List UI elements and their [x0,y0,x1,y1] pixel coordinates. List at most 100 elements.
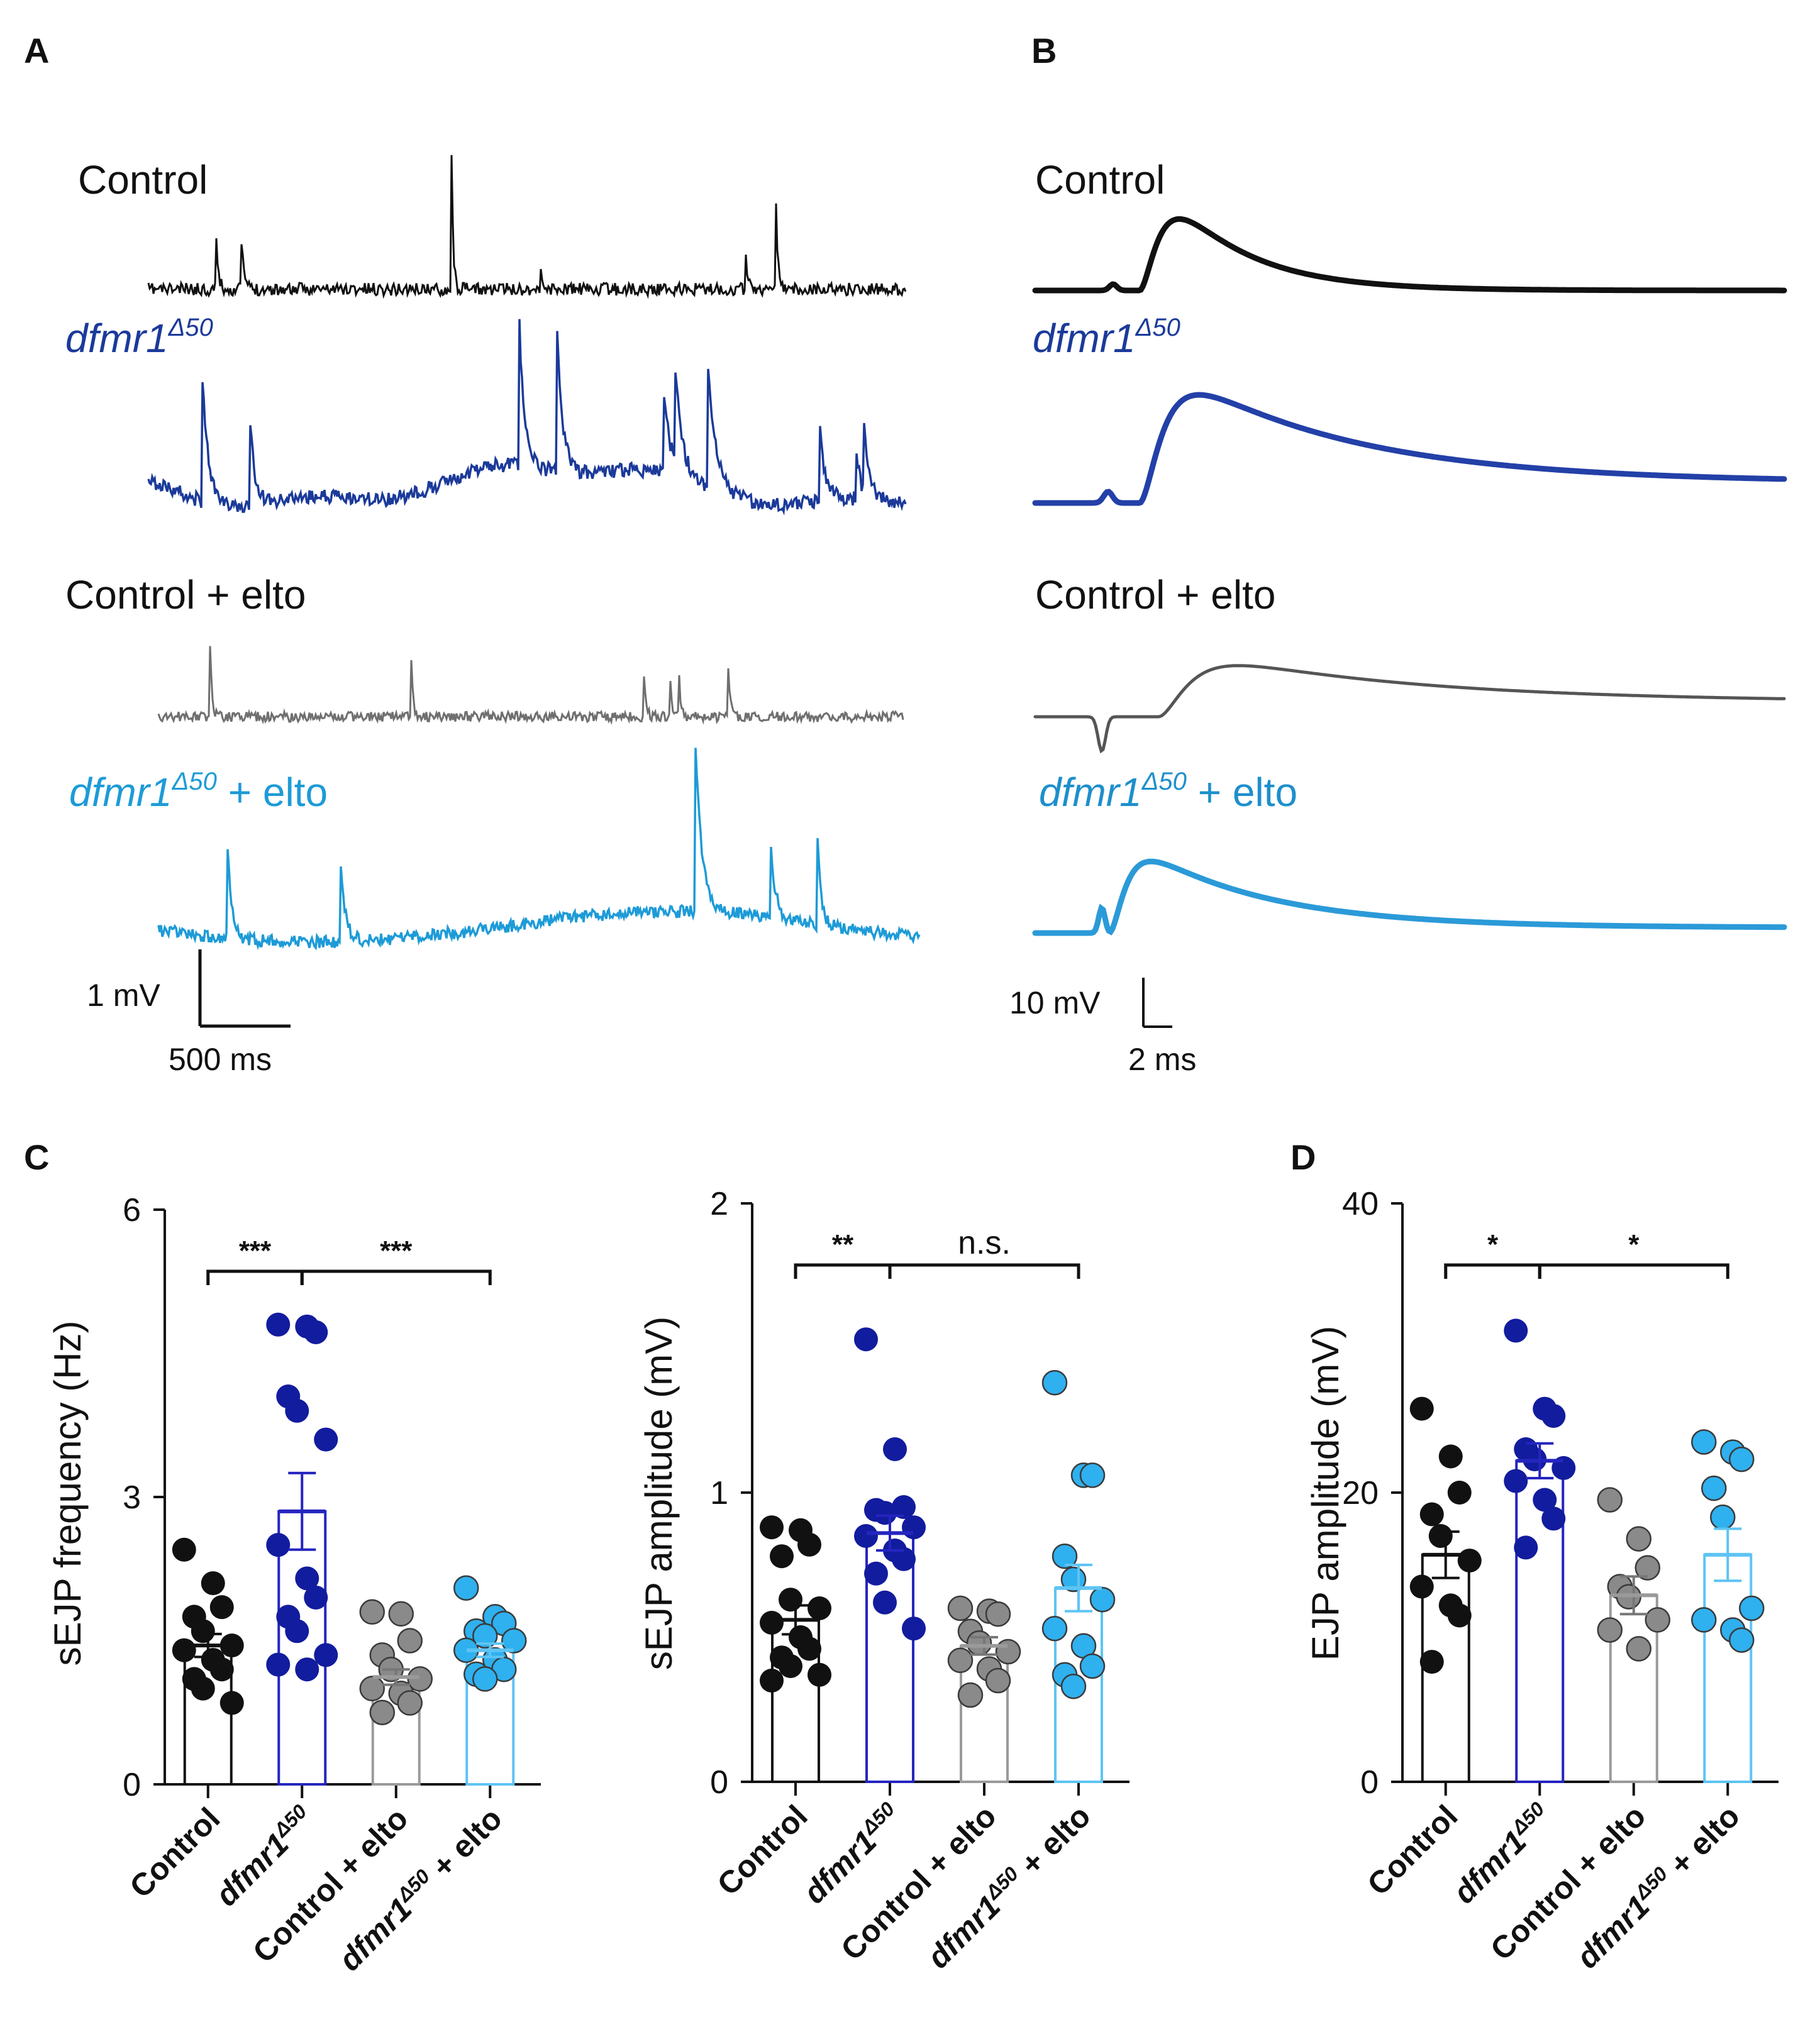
data-point [397,1628,423,1654]
scale-x-label-b: 2 ms [1128,1042,1196,1077]
data-point [1514,1535,1538,1560]
y-tick-label: 0 [1360,1764,1379,1801]
data-point [892,1495,916,1519]
data-point [285,1619,309,1643]
y-tick-label: 40 [1342,1186,1379,1222]
data-point [388,1601,414,1627]
trace-dfmr1-elto-b [1032,858,1787,936]
data-point [1052,1543,1078,1569]
data-point [359,1676,385,1701]
data-point [1079,1653,1106,1679]
data-point [1701,1475,1727,1501]
data-point [359,1599,385,1625]
data-point [873,1501,897,1525]
data-point [760,1611,784,1635]
significance-label: n.s. [958,1225,1011,1261]
data-point [295,1657,319,1682]
trace-control-b [1032,216,1787,294]
data-point [1729,1627,1755,1653]
significance-bracket [1538,1263,1729,1279]
panel-a: A Control dfmr1Δ50 Control + elto dfmr1Δ… [24,31,921,1077]
trace-label-dfmr1-b: dfmr1Δ50 [1033,314,1180,361]
data-point [172,1537,196,1562]
data-point [1635,1555,1660,1581]
scale-bar-a: 1 mV 500 ms [87,949,291,1077]
x-category-dfmr1-elto: dfmr1Δ50 + elto [919,1798,1097,1975]
panel-b: B Control dfmr1Δ50 Control + elto dfmr1Δ… [1009,31,1787,1077]
scale-y-label-a: 1 mV [87,978,160,1013]
data-point [1710,1504,1736,1530]
significance-labels: *** *** [239,1235,413,1266]
significance-bracket [794,1263,892,1279]
data-point [1041,1615,1068,1642]
data-point [947,1647,974,1674]
y-axis-title: sEJP frequency (Hz) [47,1320,89,1666]
data-point [314,1427,338,1452]
x-axis-categories: Control dfmr1Δ50 Control + elto dfmr1Δ50… [711,1798,1097,1975]
data-point [1447,1481,1472,1505]
data-point [1089,1586,1116,1613]
trace-control-elto-b [1033,664,1786,754]
data-point [1060,1673,1087,1699]
data-point [966,1630,992,1656]
panel-letter-a: A [24,31,49,70]
trace-dfmr1-b [1032,392,1787,506]
data-point [209,1595,234,1620]
data-point [1428,1524,1453,1548]
bar-4 [1703,1553,1753,1783]
significance-label: *** [380,1235,413,1266]
data-point [760,1669,784,1693]
data-point [1041,1369,1068,1396]
data-point [873,1590,897,1615]
panel-letter-d: D [1290,1137,1316,1177]
data-point [266,1652,291,1677]
data-point [501,1628,527,1654]
data-point [1409,1396,1434,1421]
data-point [1409,1574,1434,1599]
data-point [172,1638,196,1662]
y-tick-label: 0 [710,1764,728,1801]
data-point [1541,1506,1566,1531]
data-point [1691,1607,1717,1633]
chart-ejp-amplitude: EJP amplitude (mV) 0 20 40 Control dfmr1… [1304,1186,1779,1975]
data-point [472,1666,498,1692]
trace-label-dfmr1-a: dfmr1Δ50 [65,314,213,361]
data-point [760,1515,784,1540]
data-point [1626,1636,1651,1662]
scale-y-label-b: 10 mV [1009,985,1101,1020]
data-point [266,1312,291,1337]
y-tick-label: 1 [710,1475,728,1511]
plot-area [153,1208,541,1798]
data-point [304,1585,328,1610]
data-point [304,1320,328,1344]
data-point [957,1682,984,1708]
y-axis-ticks: 0 1 2 [710,1186,728,1801]
data-point [191,1619,215,1643]
data-point [1626,1526,1651,1552]
data-point [797,1532,821,1557]
data-point [1504,1469,1528,1493]
trace-label-control-elto-a: Control + elto [65,572,306,617]
data-point [808,1662,831,1687]
data-point [295,1566,319,1591]
data-point [1419,1650,1444,1674]
data-point [219,1633,244,1658]
significance-bracket [300,1269,492,1285]
scale-bar-b: 10 mV 2 ms [1009,978,1196,1077]
trace-dfmr1-a [147,319,907,516]
data-point [407,1666,433,1692]
data-point [1739,1595,1765,1621]
trace-label-control-b: Control [1035,157,1165,202]
trace-control-elto-a [157,646,904,725]
data-point [453,1575,479,1601]
x-axis-categories: Control dfmr1Δ50 Control + elto dfmr1Δ50… [1360,1798,1746,1975]
data-point [266,1533,291,1557]
panel-letter-c: C [24,1137,49,1177]
data-point [947,1595,974,1621]
y-axis-ticks: 0 20 40 [1342,1186,1379,1801]
trace-label-control-elto-b: Control + elto [1035,572,1275,617]
significance-label: * [1628,1229,1640,1260]
x-category-dfmr1-elto: dfmr1Δ50 + elto [1568,1798,1746,1975]
data-point [779,1654,802,1678]
